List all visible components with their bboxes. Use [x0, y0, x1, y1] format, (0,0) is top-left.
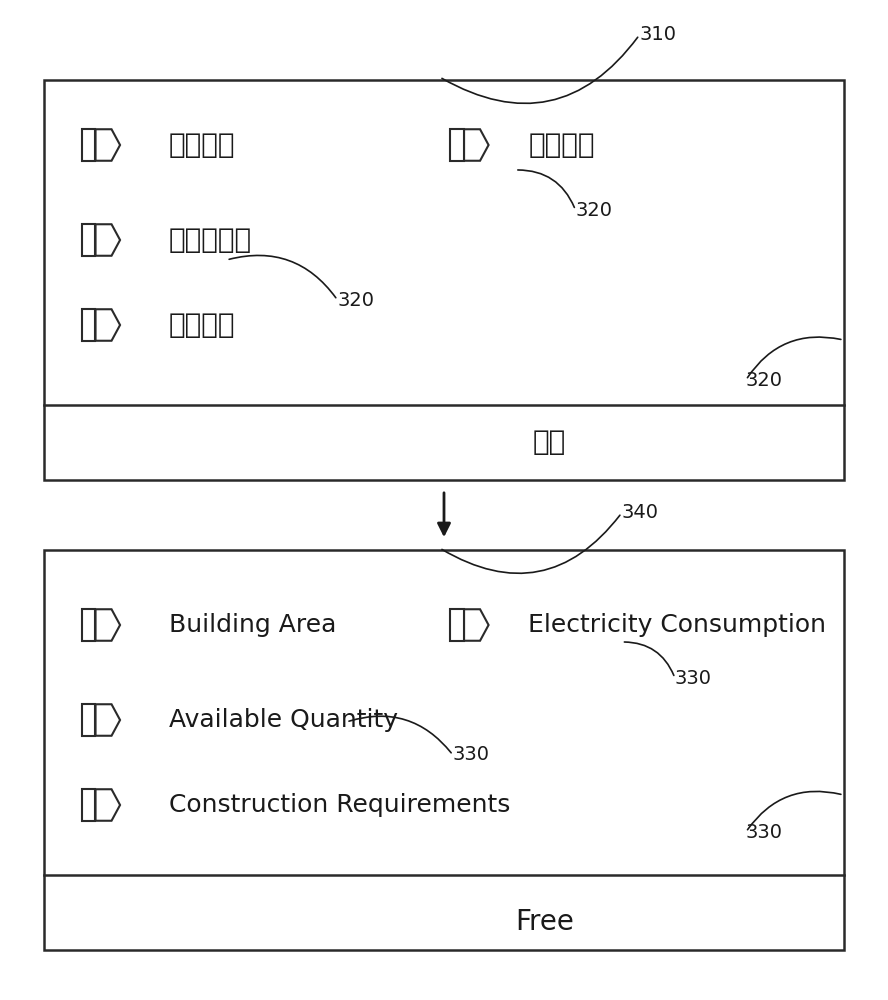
Text: 免费: 免费: [533, 428, 566, 456]
Bar: [82, 129, 95, 161]
Text: Electricity Consumption: Electricity Consumption: [528, 613, 827, 637]
Polygon shape: [96, 609, 120, 641]
Text: 330: 330: [675, 668, 712, 688]
Bar: [82, 609, 95, 641]
Text: 330: 330: [746, 822, 783, 842]
Bar: [44, 80, 844, 480]
Text: 320: 320: [337, 290, 375, 310]
Text: Construction Requirements: Construction Requirements: [169, 793, 510, 817]
Polygon shape: [96, 789, 120, 821]
Bar: [450, 609, 464, 641]
Text: 320: 320: [746, 370, 783, 389]
Bar: [450, 129, 464, 161]
Text: 310: 310: [639, 25, 677, 44]
Polygon shape: [96, 224, 120, 256]
Text: Free: Free: [515, 908, 574, 936]
Bar: [82, 309, 95, 341]
Polygon shape: [464, 129, 488, 161]
Text: Available Quantity: Available Quantity: [169, 708, 398, 732]
Text: 可放置数量: 可放置数量: [169, 226, 252, 254]
Text: 电力消耗: 电力消耗: [528, 131, 595, 159]
Text: 330: 330: [453, 746, 490, 764]
Text: 320: 320: [575, 200, 613, 220]
Text: 建造要求: 建造要求: [169, 311, 235, 339]
Text: 340: 340: [622, 504, 659, 522]
Text: 建造面积: 建造面积: [169, 131, 235, 159]
Bar: [82, 224, 95, 256]
Polygon shape: [96, 129, 120, 161]
Polygon shape: [96, 704, 120, 736]
Text: Building Area: Building Area: [169, 613, 336, 637]
Polygon shape: [96, 309, 120, 341]
Polygon shape: [464, 609, 488, 641]
Bar: [82, 789, 95, 821]
Bar: [82, 704, 95, 736]
Bar: [44, 550, 844, 950]
